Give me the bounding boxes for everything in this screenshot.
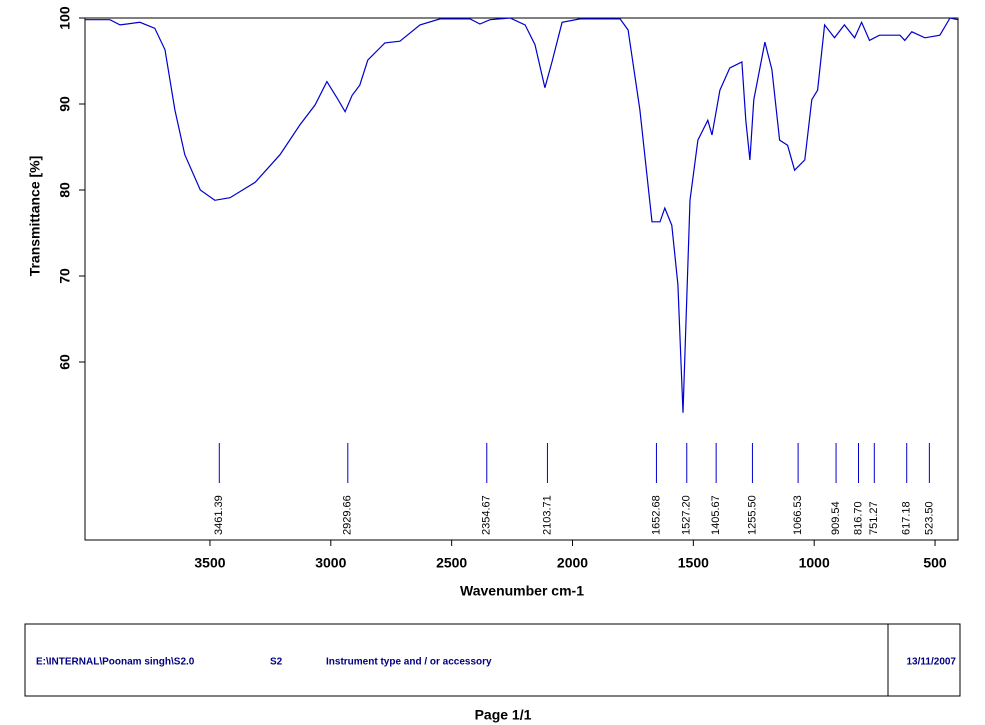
peak-label: 523.50 <box>923 501 935 535</box>
page-number: Page 1/1 <box>475 707 532 723</box>
y-tick-label: 80 <box>57 182 73 198</box>
x-tick-label: 500 <box>923 555 947 571</box>
y-axis-label: Transmittance [%] <box>27 156 43 277</box>
plot-frame <box>84 17 959 541</box>
peak-label: 1066.53 <box>792 495 804 535</box>
x-tick-label: 2000 <box>557 555 588 571</box>
x-tick-label: 2500 <box>436 555 467 571</box>
footer-file: E:\INTERNAL\Poonam singh\S2.0 <box>36 657 195 668</box>
peak-label: 1652.68 <box>650 495 662 535</box>
footer-box <box>24 623 961 697</box>
peak-label: 909.54 <box>830 501 842 535</box>
x-tick-label: 3000 <box>315 555 346 571</box>
peak-label: 751.27 <box>868 501 880 535</box>
y-tick-label: 70 <box>57 268 73 284</box>
peak-label: 1405.67 <box>710 495 722 535</box>
footer-sample: S2 <box>270 657 283 668</box>
peak-label: 3461.39 <box>213 495 225 535</box>
peak-label: 2929.66 <box>342 495 354 535</box>
x-tick-label: 1500 <box>678 555 709 571</box>
x-axis-label: Wavenumber cm-1 <box>460 583 584 599</box>
x-tick-label: 3500 <box>194 555 225 571</box>
footer-instrument: Instrument type and / or accessory <box>326 657 492 668</box>
peak-label: 617.18 <box>901 501 913 535</box>
peak-label: 816.70 <box>852 501 864 535</box>
y-tick-label: 100 <box>57 6 73 30</box>
x-tick-label: 1000 <box>799 555 830 571</box>
peak-label: 1527.20 <box>681 495 693 535</box>
footer-date: 13/11/2007 <box>907 657 957 668</box>
peak-label: 2103.71 <box>541 495 553 535</box>
spectrum-line <box>85 17 959 413</box>
y-tick-label: 90 <box>57 96 73 112</box>
peak-label: 1255.50 <box>746 495 758 535</box>
y-tick-label: 60 <box>57 354 73 370</box>
peak-label: 2354.67 <box>481 495 493 535</box>
